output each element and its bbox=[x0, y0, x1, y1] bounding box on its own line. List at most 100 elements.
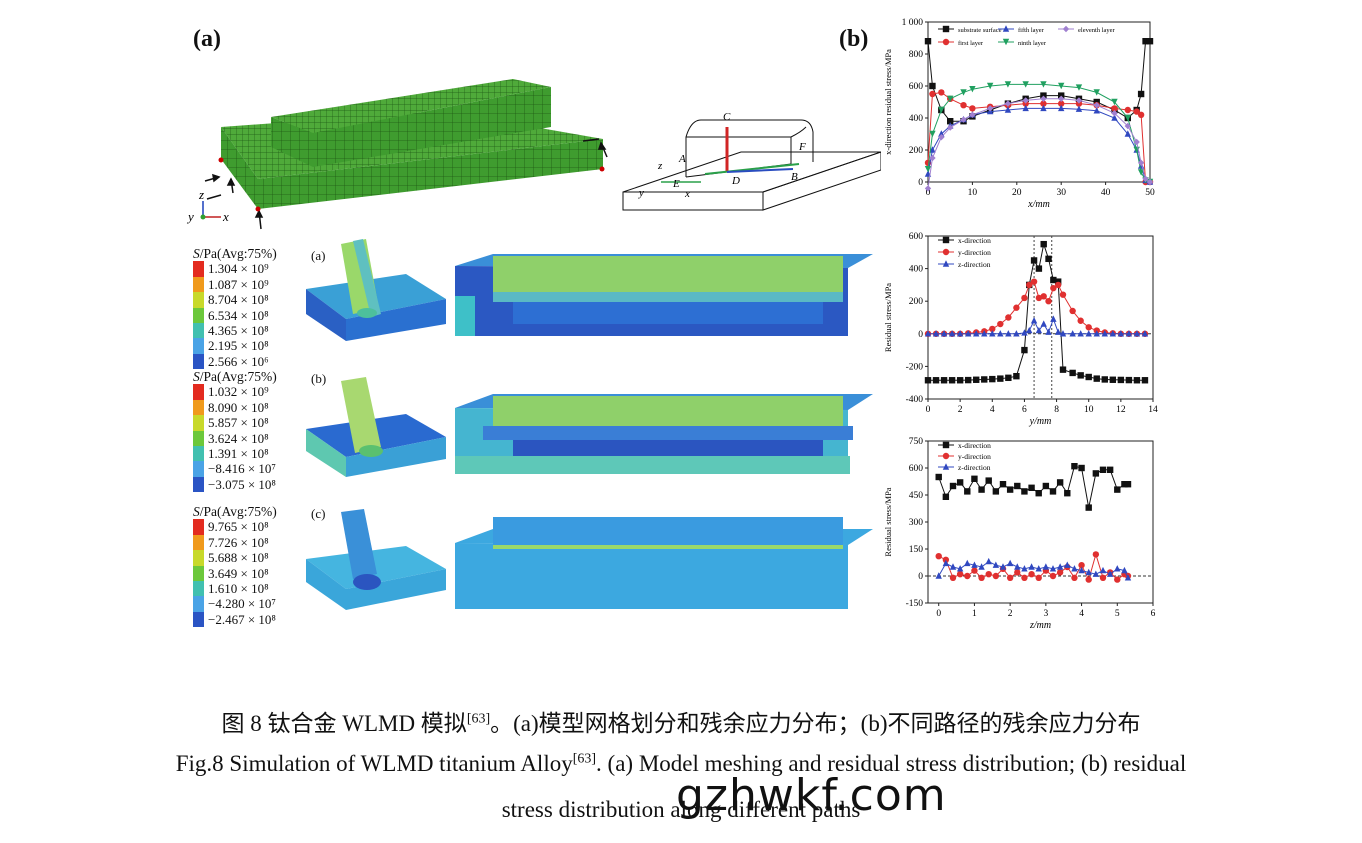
point-d: D bbox=[731, 175, 740, 187]
data-point bbox=[1114, 486, 1121, 493]
data-point bbox=[935, 572, 942, 579]
legend-marker bbox=[942, 441, 950, 449]
data-point bbox=[940, 377, 948, 384]
wall-front bbox=[313, 87, 551, 167]
data-point bbox=[999, 481, 1007, 488]
schematic-z: z bbox=[657, 160, 663, 172]
legend-row: −4.280 × 10⁷ bbox=[193, 596, 277, 612]
legend-row: 2.566 × 10⁶ bbox=[193, 353, 277, 370]
data-point bbox=[1021, 488, 1028, 495]
y-tick-label: 400 bbox=[909, 265, 924, 275]
data-point bbox=[935, 473, 942, 481]
legend-row: 6.534 × 10⁸ bbox=[193, 307, 277, 323]
point-a: A bbox=[678, 153, 686, 165]
x-tick-label: 8 bbox=[1054, 405, 1059, 415]
legend-marker bbox=[1002, 25, 1010, 32]
legend-entry: first layer bbox=[958, 40, 984, 47]
wall-side bbox=[271, 117, 313, 167]
x-tick-label: 50 bbox=[1145, 188, 1155, 198]
y-tick-label: 300 bbox=[909, 518, 924, 528]
caption-cn-main: 图 8 钛合金 WLMD 模拟 bbox=[221, 711, 467, 736]
legend-row: 3.649 × 10⁸ bbox=[193, 565, 277, 581]
data-point bbox=[1042, 563, 1050, 570]
data-point bbox=[935, 553, 942, 560]
data-point bbox=[1021, 565, 1028, 572]
y-axis-label: Residual stress/MPa bbox=[883, 487, 893, 556]
data-point bbox=[1121, 566, 1128, 574]
data-point bbox=[1054, 278, 1062, 285]
data-point bbox=[997, 330, 1004, 337]
data-point bbox=[938, 106, 945, 114]
data-point bbox=[1085, 330, 1092, 337]
data-point bbox=[1050, 276, 1057, 284]
legend-swatch bbox=[193, 430, 204, 446]
legend-value: −4.280 × 10⁷ bbox=[208, 596, 276, 612]
legend-title: S/Pa(Avg:75%) bbox=[193, 504, 277, 519]
node-marker bbox=[255, 206, 261, 212]
data-point bbox=[1092, 470, 1100, 477]
data-point bbox=[964, 376, 972, 384]
data-point bbox=[947, 95, 954, 102]
y-tick-label: 0 bbox=[918, 330, 923, 340]
legend-swatch bbox=[193, 550, 204, 566]
data-point bbox=[1146, 38, 1154, 45]
y-axis-label: Residual stress/MPa bbox=[883, 283, 893, 352]
legend-marker bbox=[942, 260, 950, 267]
legend-row: 4.365 × 10⁸ bbox=[193, 322, 277, 339]
legend-marker bbox=[942, 25, 950, 33]
legend-entry: substrate surface bbox=[958, 27, 1002, 34]
data-point bbox=[1117, 330, 1125, 337]
data-point bbox=[969, 86, 976, 93]
path-schematic: C A F B D E z y x bbox=[622, 111, 881, 211]
data-point bbox=[1078, 566, 1085, 574]
data-point bbox=[929, 130, 936, 138]
data-point bbox=[1121, 481, 1128, 488]
data-point bbox=[1013, 304, 1020, 311]
series bbox=[924, 278, 1149, 337]
data-point bbox=[1056, 569, 1064, 576]
data-point bbox=[1133, 108, 1140, 115]
node-marker bbox=[599, 166, 605, 172]
x-axis-label: y/mm bbox=[1029, 416, 1052, 427]
data-point bbox=[942, 559, 950, 567]
data-point bbox=[1093, 375, 1100, 382]
schematic-y: y bbox=[638, 187, 644, 199]
legend-row: 2.195 × 10⁸ bbox=[193, 338, 277, 354]
data-point bbox=[1040, 293, 1047, 300]
data-point bbox=[1013, 330, 1020, 337]
data-point bbox=[960, 102, 967, 109]
data-point bbox=[1005, 330, 1012, 337]
y-tick-label: 600 bbox=[909, 232, 924, 242]
data-point bbox=[964, 330, 972, 337]
data-point bbox=[948, 377, 956, 384]
data-point bbox=[1106, 570, 1114, 577]
data-point bbox=[1005, 374, 1012, 382]
data-point bbox=[1124, 114, 1131, 122]
legend-swatch bbox=[193, 596, 204, 612]
data-point bbox=[1071, 565, 1078, 572]
x-tick-label: 5 bbox=[1115, 609, 1120, 619]
legend-entry: x-direction bbox=[958, 236, 991, 245]
y-tick-label: 0 bbox=[918, 178, 923, 188]
legend-marker bbox=[942, 452, 950, 460]
series bbox=[924, 95, 1154, 192]
data-point bbox=[1028, 484, 1035, 491]
chart-y-path: 0 2 4 6 8 10 12 14 -400 -200 0 200 400 600 y/mm Residua… bbox=[883, 232, 1158, 427]
legend-swatch bbox=[193, 445, 204, 462]
legend-row: 1.304 × 10⁹ bbox=[193, 261, 277, 277]
data-point bbox=[1069, 307, 1076, 315]
legend-value: 8.704 × 10⁸ bbox=[208, 292, 269, 308]
legend-entry: ninth layer bbox=[1018, 40, 1047, 47]
legend-value: −2.467 × 10⁸ bbox=[208, 611, 276, 627]
legend-row: 5.857 × 10⁸ bbox=[193, 415, 277, 431]
data-point bbox=[1028, 571, 1035, 578]
caption-cn-ref: [63] bbox=[466, 711, 491, 727]
caption-cn-rest: 。(a)模型网格划分和残余应力分布；(b)不同路径的残余应力分布 bbox=[490, 711, 1141, 736]
legend-swatch bbox=[193, 276, 204, 293]
legend-entry: fifth layer bbox=[1018, 27, 1045, 34]
caption-en-line1: Fig.8 Simulation of WLMD titanium Alloy[… bbox=[0, 751, 1362, 777]
data-point bbox=[949, 482, 957, 490]
caption-en-rest: . (a) Model meshing and residual stress … bbox=[596, 751, 1187, 776]
data-point bbox=[1040, 320, 1047, 327]
data-point bbox=[1133, 330, 1141, 337]
